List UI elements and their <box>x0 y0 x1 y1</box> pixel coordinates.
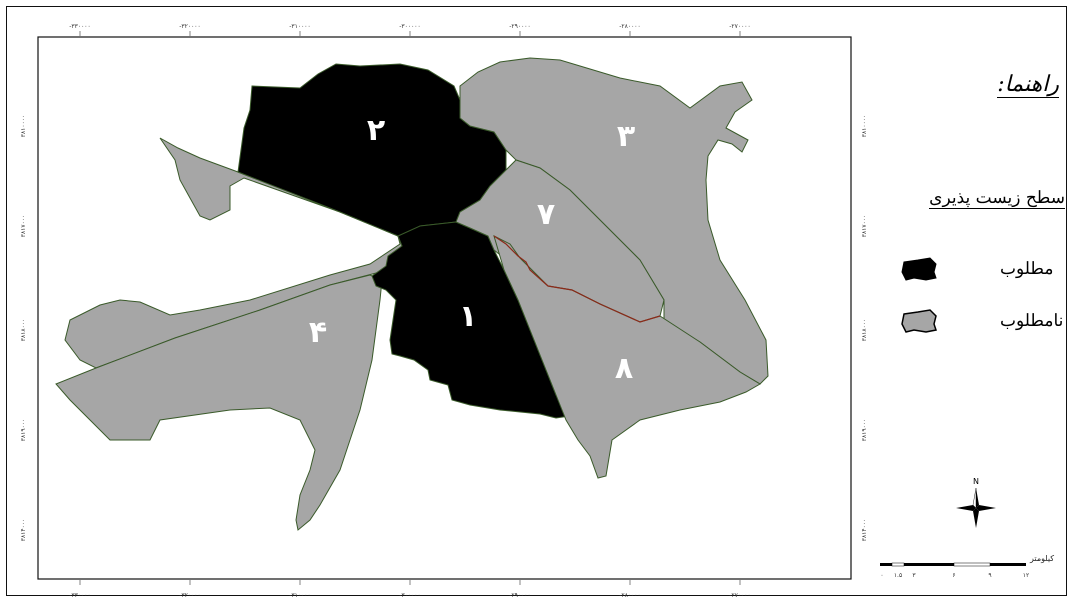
right-tick-labels: ۳۸۱۰۰۰۰ ۳۸۱۷۰۰۰ ۳۸۱۸۰۰۰ ۳۸۱۹۰۰۰ ۳۸۱۴۰۰۰ <box>861 115 868 542</box>
x-tick-top: -۳۱۰۰۰۰ <box>289 23 311 30</box>
zone-4 <box>55 274 383 531</box>
x-tick-top: -۲۷۰۰۰۰ <box>729 23 751 30</box>
x-tick-top: -۳۲۰۰۰۰ <box>179 23 201 30</box>
scale-tick-label: ۳ <box>912 572 916 579</box>
x-tick-top: -۳۰۰۰۰۰ <box>399 23 421 30</box>
y-tick-left: ۳۸۱۷۰۰۰ <box>20 215 27 238</box>
y-tick-left: ۳۸۱۰۰۰۰ <box>20 115 27 138</box>
legend-swatch-undesirable <box>901 309 937 333</box>
scale-unit-label: کیلومتر <box>1030 554 1055 563</box>
scale-tick-label: ۰ <box>880 572 883 579</box>
zone-2 <box>237 63 507 241</box>
north-arrow-label: N <box>973 477 979 486</box>
scale-bar: ۰ ۱.۵ ۳ ۶ ۹ ۱۲ <box>880 562 1029 579</box>
top-tick-labels: -۳۳۰۰۰۰ -۳۲۰۰۰۰ -۳۱۰۰۰۰ -۳۰۰۰۰۰ -۲۹۰۰۰۰ -۲۸۰۰… <box>69 23 751 36</box>
legend-swatch-desirable <box>901 257 937 281</box>
y-tick-left: ۳۸۱۸۰۰۰ <box>20 319 27 342</box>
y-tick-left: ۳۸۱۴۰۰۰ <box>20 519 27 542</box>
map-area-border <box>37 36 852 580</box>
legend-title: راهنما: <box>997 72 1059 98</box>
y-tick-right: ۳۸۱۰۰۰۰ <box>861 115 868 138</box>
x-tick-bottom: -۳۲۰۰۰۰ <box>179 592 201 599</box>
zone-label-2: ۲ <box>367 113 385 148</box>
map-frame <box>6 6 1067 596</box>
zone-1 <box>371 221 571 419</box>
x-tick-bottom: -۲۸۰۰۰۰ <box>619 592 641 599</box>
zone-label-3: ۳ <box>617 119 635 154</box>
y-tick-left: ۳۸۱۹۰۰۰ <box>20 419 27 442</box>
legend-label-desirable: مطلوب <box>1000 259 1054 279</box>
scale-tick-label: ۱۲ <box>1023 572 1029 579</box>
x-tick-top: -۲۸۰۰۰۰ <box>619 23 641 30</box>
y-tick-right: ۳۸۱۷۰۰۰ <box>861 215 868 238</box>
zone-label-7: ۷ <box>537 197 555 232</box>
x-tick-top: -۳۳۰۰۰۰ <box>69 23 91 30</box>
x-tick-bottom: -۲۷۰۰۰۰ <box>729 592 751 599</box>
legend-subtitle: سطح زیست پذیری <box>929 188 1065 209</box>
scale-tick-label: ۱.۵ <box>894 572 902 579</box>
x-tick-bottom: -۳۰۰۰۰۰ <box>399 592 421 599</box>
zone-label-8: ۸ <box>615 351 633 386</box>
left-tick-labels: ۳۸۱۰۰۰۰ ۳۸۱۷۰۰۰ ۳۸۱۸۰۰۰ ۳۸۱۹۰۰۰ ۳۸۱۴۰۰۰ <box>20 115 27 542</box>
y-tick-right: ۳۸۱۸۰۰۰ <box>861 319 868 342</box>
inner-boundary-line <box>493 235 661 323</box>
y-tick-right: ۳۸۱۴۰۰۰ <box>861 519 868 542</box>
bottom-tick-labels: -۳۳۰۰۰۰ -۳۲۰۰۰۰ -۳۱۰۰۰۰ -۳۰۰۰۰۰ -۲۹۰۰۰۰ -۲۸۰۰… <box>69 580 751 599</box>
scale-tick-label: ۹ <box>988 572 991 579</box>
x-tick-bottom: -۳۳۰۰۰۰ <box>69 592 91 599</box>
zone-label-4: ۴ <box>309 315 327 350</box>
x-tick-top: -۲۹۰۰۰۰ <box>509 23 531 30</box>
legend-label-undesirable: نامطلوب <box>1000 311 1064 331</box>
scale-tick-label: ۶ <box>952 572 955 579</box>
zone-label-6: ۶ <box>275 217 293 252</box>
x-tick-bottom: -۳۱۰۰۰۰ <box>289 592 311 599</box>
y-tick-right: ۳۸۱۹۰۰۰ <box>861 419 868 442</box>
north-arrow-icon: N <box>956 477 996 528</box>
zone-label-1: ۱ <box>459 299 477 334</box>
x-tick-bottom: -۲۹۰۰۰۰ <box>509 592 531 599</box>
